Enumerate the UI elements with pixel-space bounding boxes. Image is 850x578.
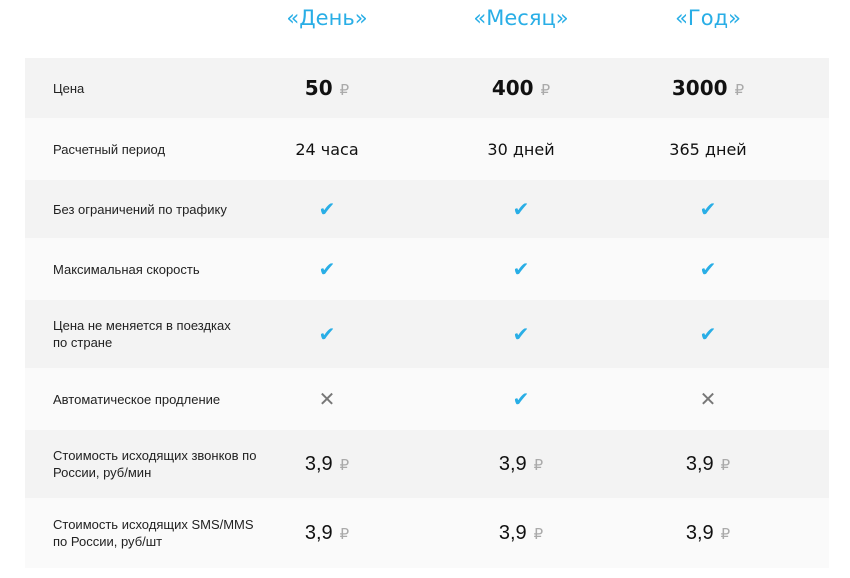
- plan-header-day: «День»: [286, 6, 368, 30]
- value-text: 3,9: [685, 521, 714, 544]
- check-icon: ✔: [512, 322, 530, 346]
- cell-value: 3000 ₽: [672, 76, 744, 100]
- cell-value: 3,9 ₽: [499, 453, 543, 476]
- table-row: Расчетный период 24 часа 30 дней 365 дней: [25, 118, 829, 180]
- value-text: 365 дней: [669, 139, 747, 159]
- ruble-sign: ₽: [533, 455, 544, 474]
- table-row: Максимальная скорость ✔ ✔ ✔: [25, 238, 829, 300]
- check-icon: ✔: [512, 257, 530, 281]
- table-row: Без ограничений по трафику ✔ ✔ ✔: [25, 180, 829, 238]
- value-text: 3,9: [498, 521, 527, 544]
- row-label: Автоматическое продление: [53, 391, 221, 407]
- ruble-sign: ₽: [720, 524, 731, 543]
- row-label: Цена: [53, 80, 85, 96]
- value-text: 50: [304, 76, 333, 100]
- value-text: 3,9: [498, 452, 527, 475]
- cell-value: 24 часа: [295, 140, 358, 159]
- value-text: 24 часа: [295, 139, 359, 159]
- check-icon: ✔: [512, 387, 530, 411]
- check-icon: ✔: [699, 257, 717, 281]
- cell-value: 3,9 ₽: [686, 522, 730, 545]
- check-icon: ✔: [318, 197, 336, 221]
- table-row: Цена не меняется в поездках по стране ✔ ✔ ✔: [25, 300, 829, 368]
- value-text: 3000: [671, 76, 728, 100]
- row-label: Цена не меняется в поездках по стране: [53, 318, 231, 350]
- row-label: Стоимость исходящих звонков по России, р…: [53, 448, 257, 480]
- plan-header-year: «Год»: [675, 6, 741, 30]
- check-icon: ✔: [699, 322, 717, 346]
- check-icon: ✔: [512, 197, 530, 221]
- cell-value: 30 дней: [487, 140, 554, 159]
- table-row: Стоимость исходящих звонков по России, р…: [25, 430, 829, 498]
- ruble-sign: ₽: [339, 524, 350, 543]
- tariff-comparison-table: Цена 50 ₽400 ₽3000 ₽ Расчетный период 24 часа 3…: [25, 58, 829, 568]
- value-text: 3,9: [685, 452, 714, 475]
- ruble-sign: ₽: [339, 455, 350, 474]
- check-icon: ✔: [699, 197, 717, 221]
- row-label: Без ограничений по трафику: [53, 201, 227, 217]
- table-row: Стоимость исходящих SMS/MMS по России, р…: [25, 498, 829, 568]
- cross-icon: ✕: [699, 387, 717, 411]
- cross-icon: ✕: [318, 387, 336, 411]
- value-text: 3,9: [304, 452, 333, 475]
- row-label: Стоимость исходящих SMS/MMS по России, р…: [53, 517, 254, 549]
- plan-header-month: «Месяц»: [473, 6, 569, 30]
- row-label: Максимальная скорость: [53, 261, 200, 277]
- row-label: Расчетный период: [53, 141, 166, 157]
- cell-value: 3,9 ₽: [305, 522, 349, 545]
- cell-value: 365 дней: [669, 140, 746, 159]
- check-icon: ✔: [318, 322, 336, 346]
- cell-value: 3,9 ₽: [305, 453, 349, 476]
- table-row: Цена 50 ₽400 ₽3000 ₽: [25, 58, 829, 118]
- ruble-sign: ₽: [533, 524, 544, 543]
- value-text: 400: [491, 76, 534, 100]
- table-row: Автоматическое продление ✕ ✔ ✕: [25, 368, 829, 430]
- cell-value: 400 ₽: [492, 76, 550, 100]
- ruble-sign: ₽: [734, 81, 745, 99]
- cell-value: 3,9 ₽: [499, 522, 543, 545]
- cell-value: 3,9 ₽: [686, 453, 730, 476]
- cell-value: 50 ₽: [305, 76, 349, 100]
- value-text: 3,9: [304, 521, 333, 544]
- ruble-sign: ₽: [339, 81, 350, 99]
- ruble-sign: ₽: [720, 455, 731, 474]
- check-icon: ✔: [318, 257, 336, 281]
- value-text: 30 дней: [487, 139, 555, 159]
- ruble-sign: ₽: [540, 81, 551, 99]
